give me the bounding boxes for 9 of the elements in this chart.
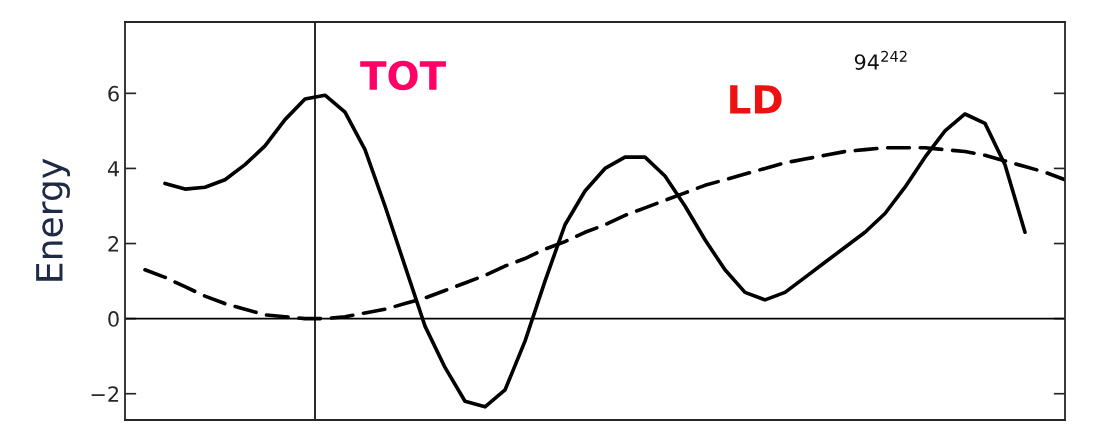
y-tick-label: 2 [108, 235, 119, 252]
annotation: TOT [360, 60, 446, 91]
y-tick-label: 4 [107, 161, 119, 177]
y-tick-label: 6 [108, 85, 119, 102]
y-tick-label: −2 [91, 386, 119, 402]
y-tick-label: 0 [108, 311, 119, 327]
y-axis-title: Energy [36, 158, 70, 281]
annotation: 94$^{242}$ [854, 50, 907, 70]
annotation: LD [730, 85, 782, 114]
